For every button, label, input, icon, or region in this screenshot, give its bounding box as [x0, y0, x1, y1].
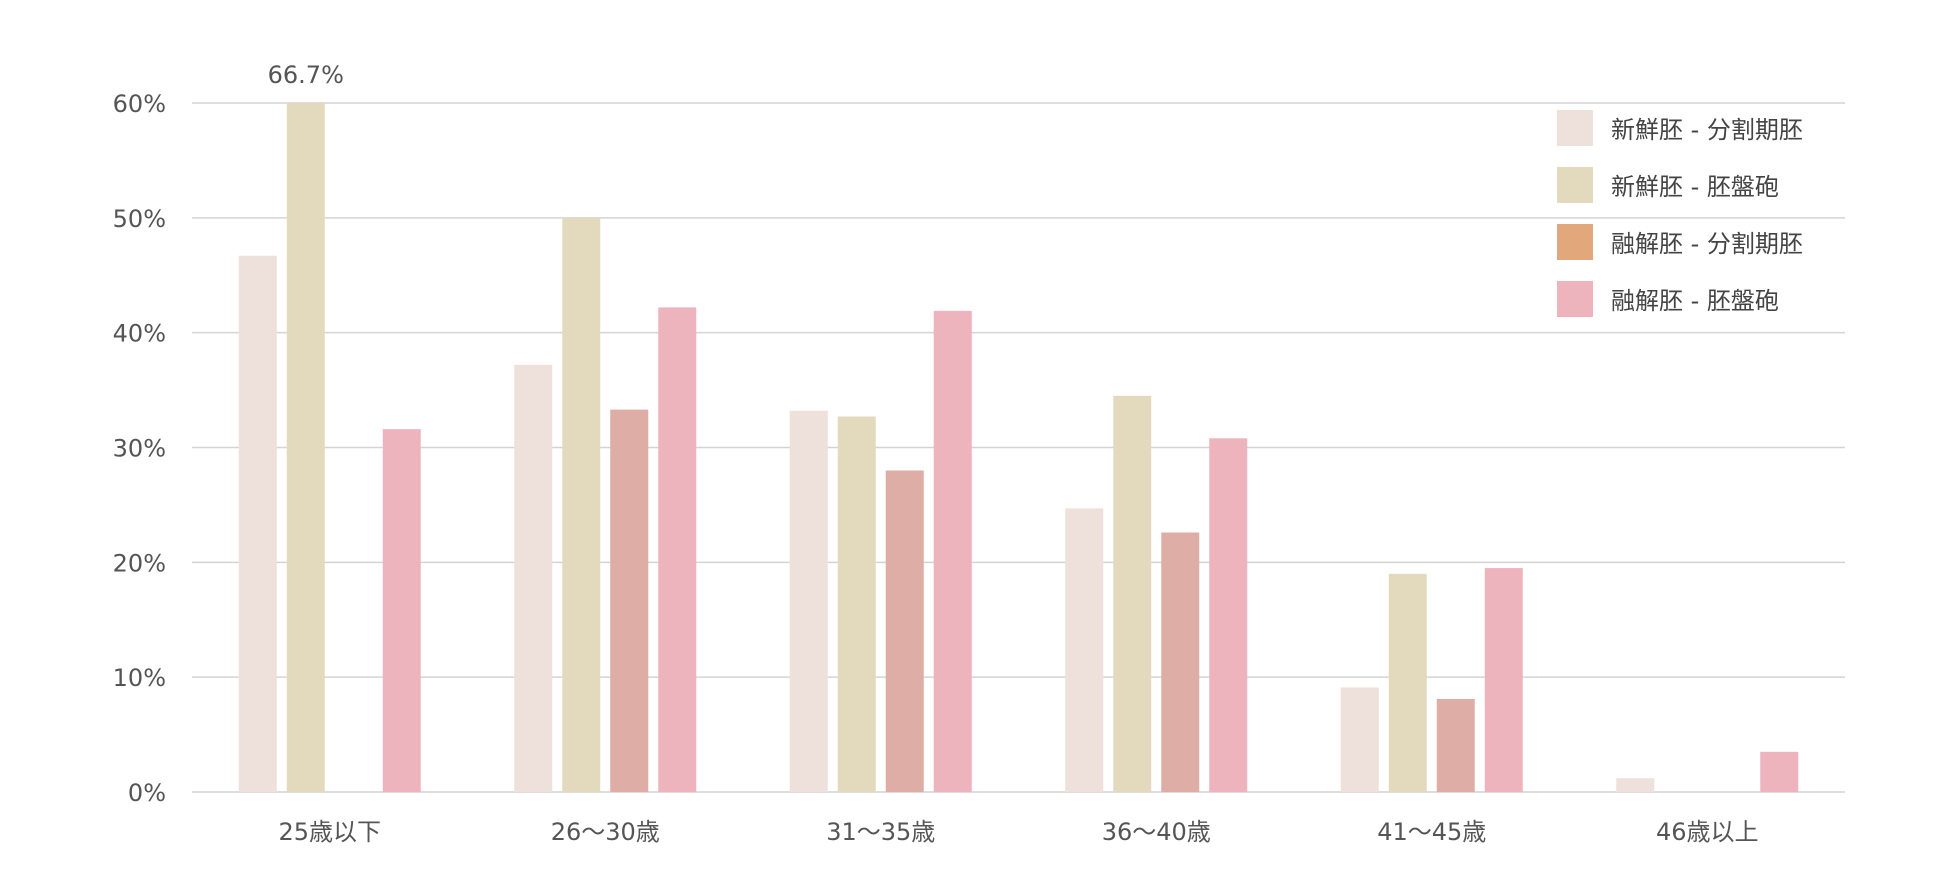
bar: [1760, 751, 1799, 792]
legend-swatch: [1557, 281, 1593, 317]
legend-swatch: [1557, 167, 1593, 203]
y-axis-tick-labels: 0% 10% 20% 30% 40% 50% 60%: [113, 90, 166, 807]
bar: [1113, 395, 1152, 792]
x-tick-label: 41〜45歳: [1377, 818, 1486, 846]
bar: [1209, 438, 1248, 792]
y-tick-label: 40%: [113, 320, 166, 348]
bar: [1616, 778, 1655, 792]
bar: [933, 310, 972, 792]
legend-item: 融解胚 - 胚盤砲: [1557, 281, 1779, 317]
legend-label: 新鮮胚 - 胚盤砲: [1611, 173, 1779, 201]
bar: [1340, 687, 1379, 792]
x-tick-label: 25歳以下: [278, 818, 381, 846]
bar: [1484, 568, 1523, 792]
bars: [238, 103, 1799, 793]
bar: [1388, 573, 1427, 792]
legend-swatch: [1557, 110, 1593, 146]
bar: [837, 416, 876, 792]
bar: [885, 470, 924, 792]
x-tick-label: 26〜30歳: [551, 818, 660, 846]
bar: [789, 410, 828, 792]
bar: [1065, 508, 1104, 792]
legend-item: 新鮮胚 - 胚盤砲: [1557, 167, 1779, 203]
annotations: 66.7%: [268, 61, 344, 89]
bar: [562, 217, 601, 793]
data-label: 66.7%: [268, 61, 344, 89]
bar: [382, 429, 421, 792]
bar: [238, 255, 277, 792]
legend-label: 融解胚 - 胚盤砲: [1611, 287, 1779, 315]
gridlines: [192, 102, 1845, 793]
bar: [610, 409, 649, 792]
legend-item: 融解胚 - 分割期胚: [1557, 224, 1803, 260]
y-tick-label: 60%: [113, 90, 166, 118]
y-tick-label: 50%: [113, 205, 166, 233]
x-tick-label: 31〜35歳: [826, 818, 935, 846]
bar: [658, 307, 697, 792]
bar: [286, 103, 325, 792]
y-tick-label: 20%: [113, 549, 166, 577]
x-tick-label: 36〜40歳: [1102, 818, 1211, 846]
x-tick-label: 46歳以上: [1656, 818, 1759, 846]
y-tick-label: 30%: [113, 435, 166, 463]
y-tick-label: 10%: [113, 664, 166, 692]
legend-label: 融解胚 - 分割期胚: [1611, 230, 1803, 258]
bar: [1161, 532, 1200, 792]
y-tick-label: 0%: [128, 779, 166, 807]
legend-item: 新鮮胚 - 分割期胚: [1557, 110, 1803, 146]
bar: [514, 364, 553, 792]
legend-swatch: [1557, 224, 1593, 260]
bar: [1436, 698, 1475, 792]
legend-label: 新鮮胚 - 分割期胚: [1611, 116, 1803, 144]
x-axis-tick-labels: 25歳以下 26〜30歳 31〜35歳 36〜40歳 41〜45歳 46歳以上: [278, 818, 1758, 846]
